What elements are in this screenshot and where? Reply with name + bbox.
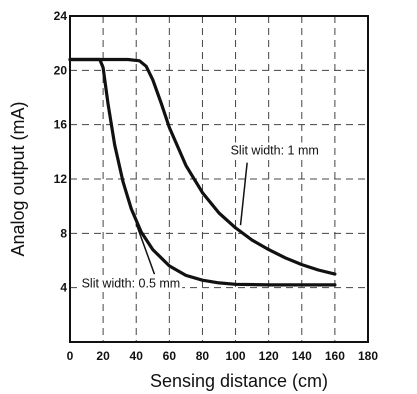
x-axis-label: Sensing distance (cm) [150, 371, 328, 391]
y-axis-ticks: 4 8 12 16 20 24 [54, 9, 68, 295]
plot-frame [69, 15, 369, 343]
grid [70, 16, 368, 342]
y-axis-label: Analog output (mA) [8, 101, 28, 256]
x-tick-label: 60 [163, 349, 177, 363]
y-tick-label: 20 [54, 63, 68, 77]
y-tick-label: 16 [54, 118, 68, 132]
series-group [68, 57, 337, 287]
y-tick-label: 4 [60, 281, 67, 295]
x-tick-label: 80 [196, 349, 210, 363]
x-axis-ticks: 0 20 40 60 80 100 120 140 160 180 [67, 349, 379, 363]
x-tick-label: 160 [325, 349, 345, 363]
x-tick-label: 100 [226, 349, 246, 363]
x-tick-label: 120 [259, 349, 279, 363]
annotation-leader-2 [135, 223, 156, 275]
x-tick-label: 140 [292, 349, 312, 363]
x-tick-label: 20 [96, 349, 110, 363]
annotation-leader-1 [239, 162, 248, 226]
annotation-label-2: Slit width: 0.5 mm [82, 277, 181, 291]
x-tick-label: 180 [358, 349, 378, 363]
annotation-bg-2 [79, 275, 183, 292]
y-tick-label: 12 [54, 172, 68, 186]
y-tick-label: 24 [54, 9, 68, 23]
y-tick-label: 8 [60, 226, 67, 240]
x-tick-label: 40 [130, 349, 144, 363]
x-tick-label: 0 [67, 349, 74, 363]
annotation-label-1: Slit width: 1 mm [231, 144, 319, 158]
series-line-2 [68, 57, 337, 287]
annotation-bg-1 [228, 142, 321, 159]
series-line-1 [68, 57, 337, 276]
annotations: Slit width: 1 mm Slit width: 0.5 mm [79, 142, 321, 292]
